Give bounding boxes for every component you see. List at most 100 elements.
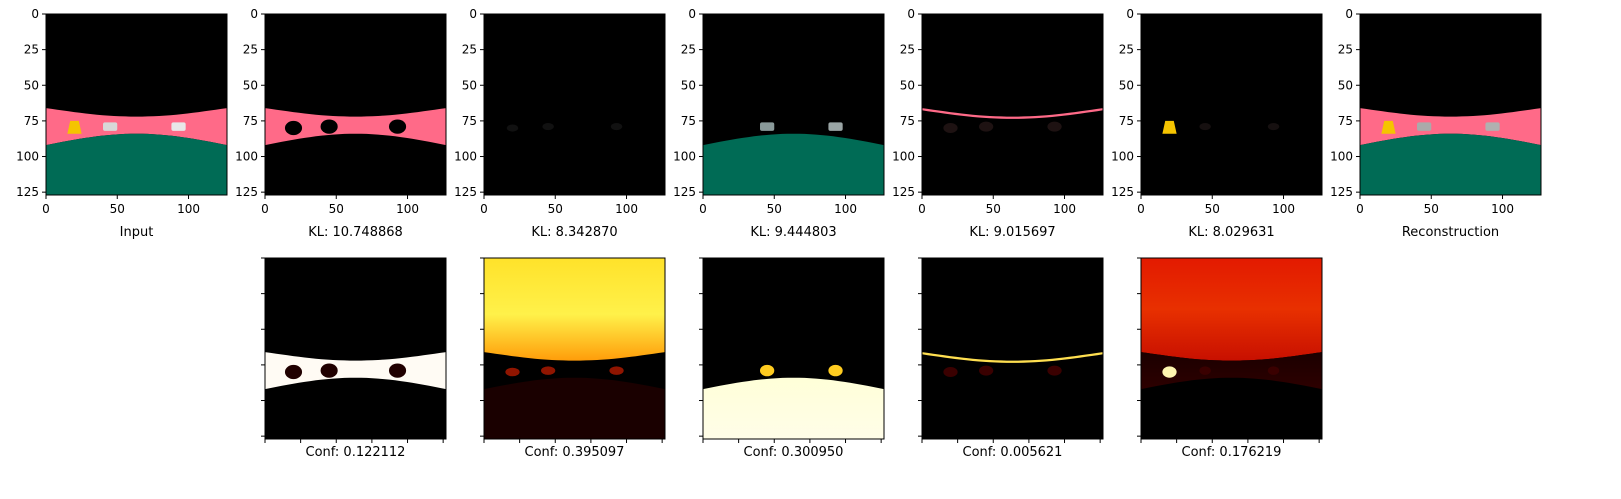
car-object: [103, 122, 118, 131]
heatmap-road: [265, 352, 446, 390]
x-tick-label: 0: [1137, 202, 1145, 216]
heatmap-object: [1267, 366, 1280, 375]
x-tick-label: 100: [615, 202, 638, 216]
y-tick-label: 100: [235, 150, 258, 164]
car-object: [828, 122, 843, 131]
heatmap-object: [1047, 365, 1062, 376]
y-tick-label: 100: [892, 150, 915, 164]
bottom-panel-1: Conf: 0.122112: [261, 257, 447, 460]
panel-caption: KL: 10.748868: [308, 225, 403, 240]
conf-caption: Conf: 0.122112: [306, 445, 406, 460]
panel-caption: Reconstruction: [1402, 225, 1499, 240]
x-tick-label: 50: [1205, 202, 1220, 216]
y-tick-label: 25: [24, 43, 39, 57]
edge-line: [922, 108, 1103, 119]
car-object: [1485, 122, 1500, 131]
y-tick-label: 50: [243, 78, 258, 92]
panel-caption: KL: 8.029631: [1188, 225, 1274, 240]
panel-frame: [1140, 13, 1323, 196]
heatmap-ground: [484, 377, 665, 439]
object-hole: [388, 119, 407, 134]
y-tick-label: 100: [673, 150, 696, 164]
heatmap-line: [922, 352, 1103, 363]
heatmap-car: [760, 364, 775, 377]
y-tick-label: 100: [1330, 150, 1353, 164]
car-object: [760, 122, 775, 131]
y-tick-label: 75: [900, 114, 915, 128]
y-tick-label: 50: [900, 78, 915, 92]
y-tick-label: 75: [681, 114, 696, 128]
x-tick-label: 50: [986, 202, 1001, 216]
heatmap-frame: [1140, 257, 1323, 440]
heatmap-hole: [320, 363, 338, 378]
car-object: [1417, 122, 1432, 131]
panel-caption: KL: 8.342870: [531, 225, 617, 240]
heatmap-object: [505, 367, 520, 377]
conf-caption: Conf: 0.395097: [525, 445, 625, 460]
x-tick-label: 100: [177, 202, 200, 216]
x-tick-label: 100: [396, 202, 419, 216]
heatmap-frame: [921, 257, 1104, 440]
y-tick-label: 125: [16, 185, 39, 199]
faint-object: [1199, 123, 1211, 131]
x-tick-label: 0: [480, 202, 488, 216]
panel-frame: [264, 13, 447, 196]
panel-frame: [1359, 13, 1542, 196]
heatmap-object: [1199, 366, 1211, 375]
y-tick-label: 25: [462, 43, 477, 57]
y-tick-label: 50: [24, 78, 39, 92]
x-tick-label: 0: [699, 202, 707, 216]
bottom-panel-3: Conf: 0.300950: [699, 257, 885, 460]
x-tick-label: 0: [1356, 202, 1364, 216]
conf-caption: Conf: 0.300950: [744, 445, 844, 460]
x-tick-label: 0: [918, 202, 926, 216]
ground-region: [1360, 133, 1541, 195]
heatmap-background: [922, 258, 1103, 439]
x-tick-label: 100: [1272, 202, 1295, 216]
x-tick-label: 0: [261, 202, 269, 216]
panel-background: [484, 14, 665, 195]
heatmap-car: [828, 364, 843, 377]
y-tick-label: 125: [454, 185, 477, 199]
panel-frame: [921, 13, 1104, 196]
x-tick-label: 50: [110, 202, 125, 216]
ground-region: [46, 133, 227, 195]
x-tick-label: 0: [42, 202, 50, 216]
y-tick-label: 25: [243, 43, 258, 57]
faint-object: [943, 123, 958, 134]
yellow-object: [1381, 120, 1396, 134]
object-hole: [284, 120, 303, 136]
y-tick-label: 125: [892, 185, 915, 199]
heatmap-hole: [388, 363, 407, 378]
y-tick-label: 0: [31, 7, 39, 21]
bottom-panel-2: Conf: 0.395097: [480, 257, 666, 460]
y-tick-label: 100: [16, 150, 39, 164]
y-tick-label: 125: [1111, 185, 1134, 199]
x-tick-label: 50: [329, 202, 344, 216]
y-tick-label: 0: [250, 7, 258, 21]
faint-object: [506, 124, 519, 132]
y-tick-label: 125: [235, 185, 258, 199]
car-object: [171, 122, 186, 131]
y-tick-label: 50: [1119, 78, 1134, 92]
panel-frame: [45, 13, 228, 196]
y-tick-label: 75: [24, 114, 39, 128]
y-tick-label: 75: [1119, 114, 1134, 128]
conf-caption: Conf: 0.176219: [1182, 445, 1282, 460]
bottom-panel-4: Conf: 0.005621: [918, 257, 1104, 460]
road-region: [1360, 108, 1541, 146]
y-tick-label: 100: [1111, 150, 1134, 164]
panel-caption: KL: 9.444803: [750, 225, 836, 240]
faint-object: [1267, 123, 1280, 131]
yellow-object: [1162, 120, 1177, 134]
heatmap-ground: [703, 377, 884, 439]
object-hole: [320, 119, 338, 134]
heatmap-road: [1141, 352, 1322, 390]
panel-background: [265, 14, 446, 195]
heatmap-frame: [483, 257, 666, 440]
x-tick-label: 50: [548, 202, 563, 216]
